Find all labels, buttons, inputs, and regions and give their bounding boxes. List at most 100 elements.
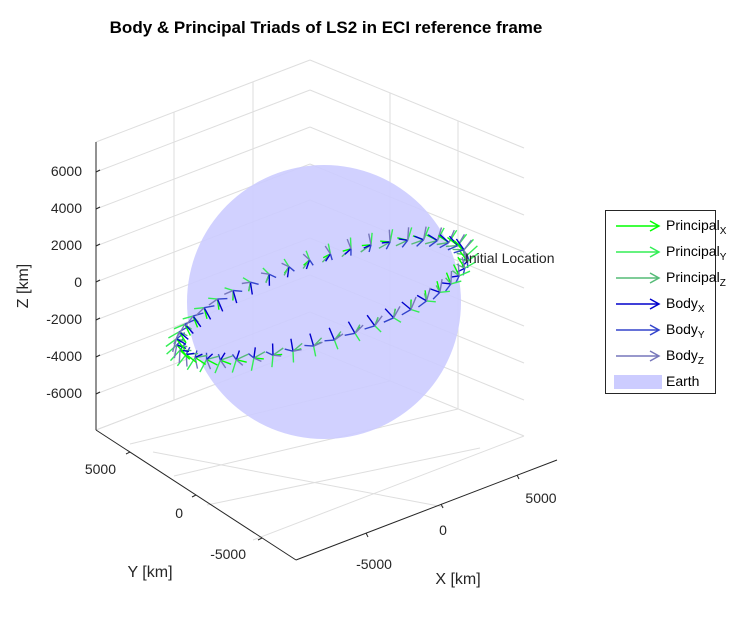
triad-arrow (346, 238, 352, 250)
triad-arrow (302, 253, 311, 261)
triad-arrow (286, 266, 290, 278)
triad-arrow (450, 270, 453, 284)
triad-arrow (457, 234, 466, 246)
triad-arrow (168, 331, 180, 339)
triad-arrow (457, 263, 460, 276)
triad-arrow (199, 359, 208, 373)
triad-arrow (428, 239, 438, 248)
arrow-icon (616, 246, 661, 258)
triad-arrow (194, 307, 205, 310)
triad-arrow (395, 239, 408, 247)
legend-label: Principal (666, 269, 720, 285)
z-tick-label: 2000 (51, 237, 82, 253)
triad-arrow (401, 239, 409, 248)
triad-arrow (217, 353, 222, 361)
x-axis-label: X [km] (435, 571, 480, 588)
z-tick-marks (95, 169, 101, 395)
triad-arrow (448, 229, 455, 243)
triad-arrow (214, 359, 222, 374)
triad-arrow (235, 359, 244, 366)
triad-arrow (312, 345, 317, 357)
z-tick-label: 0 (74, 274, 82, 290)
triad-arrow (398, 238, 408, 241)
triad-arrow (208, 297, 218, 300)
triad-arrow (292, 342, 303, 352)
arrow-icon (616, 298, 661, 310)
triad-arrow (219, 359, 227, 369)
triad-arrow (384, 308, 395, 319)
triad-arrow (224, 289, 234, 295)
triad-arrow (374, 315, 383, 327)
triad-arrow (385, 241, 391, 250)
triad-arrow (249, 282, 253, 295)
triad-arrow (462, 251, 469, 262)
triad-arrow (253, 347, 256, 359)
triad-arrow (383, 317, 394, 323)
triad-arrow (432, 291, 441, 300)
triad-arrow (424, 239, 438, 245)
legend-label: Earth (666, 373, 700, 389)
triad-arrow (247, 353, 255, 359)
triad-arrow (463, 239, 473, 251)
triad-arrow (233, 289, 243, 292)
triad-arrow (313, 341, 323, 347)
legend-item-principal-y: PrincipalY (606, 239, 726, 265)
triad-arrow (329, 253, 333, 261)
y-tick-label: -5000 (210, 546, 246, 562)
triad-arrow (368, 244, 372, 253)
triad-arrow (347, 321, 356, 334)
triad-arrow (236, 353, 249, 361)
triad-arrow (173, 323, 186, 330)
triad-arrow (436, 227, 443, 241)
triad-arrow (425, 287, 431, 302)
triad-arrow (176, 338, 187, 346)
y-tick-marks (125, 451, 263, 541)
triad-arrow (185, 315, 194, 327)
triad-arrow (458, 270, 471, 277)
triad-arrow (354, 324, 364, 334)
z-tick-label: -4000 (46, 348, 82, 364)
triad-arrow (467, 252, 479, 262)
triad-arrow (366, 314, 376, 327)
triad-arrow (224, 287, 234, 292)
triad-arrow (455, 238, 465, 251)
triad-arrow (393, 317, 402, 323)
triad-arrow (422, 226, 427, 240)
triad-arrow (173, 331, 180, 345)
arrow-icon (616, 350, 661, 362)
triad-arrow (177, 323, 186, 336)
z-tick-label: -6000 (46, 385, 82, 401)
triad-arrow (374, 325, 382, 333)
triad-arrow (313, 337, 323, 347)
triad-arrow (250, 281, 259, 285)
z-tick-label: 4000 (51, 200, 82, 216)
legend-label: Body (666, 321, 698, 337)
legend-sub: Y (697, 330, 705, 341)
triad-arrow (445, 283, 452, 292)
triad-arrow (260, 272, 270, 275)
triad-arrow (436, 241, 450, 246)
legend-sub: Y (719, 252, 727, 263)
initial-location-label: Initial Location (465, 250, 555, 266)
triad-arrow (219, 352, 226, 361)
triad-arrow (344, 332, 356, 336)
triad-arrow (388, 229, 391, 243)
triad-arrow (292, 348, 302, 352)
triad-arrow (290, 338, 294, 352)
triad-arrow (236, 359, 247, 363)
legend-sub: X (719, 226, 727, 237)
triad-arrow (416, 294, 427, 302)
legend-sub: Z (719, 278, 726, 289)
triad-arrow (450, 275, 460, 278)
triad-arrow (182, 315, 194, 320)
triad-arrow (186, 352, 195, 356)
triad-arrow (439, 234, 450, 244)
triad-arrow (417, 300, 427, 308)
triad-arrow (194, 353, 203, 359)
triad-arrow (166, 344, 178, 355)
triad-arrow (435, 285, 441, 293)
z-tick-label: -2000 (46, 311, 82, 327)
triad-arrow (447, 244, 459, 251)
legend-item-body-y: BodyY (606, 317, 715, 343)
